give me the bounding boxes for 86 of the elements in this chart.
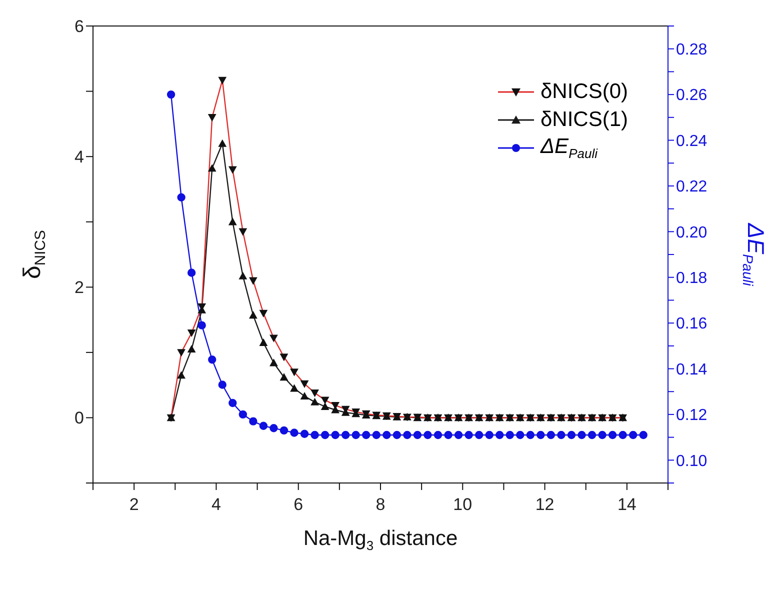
point bbox=[557, 430, 566, 440]
x-tick-label: 10 bbox=[453, 495, 472, 514]
point bbox=[474, 430, 484, 440]
point bbox=[598, 430, 606, 440]
point bbox=[310, 430, 319, 440]
point bbox=[280, 373, 288, 381]
x-tick-label: 12 bbox=[535, 495, 554, 514]
point bbox=[270, 424, 278, 432]
point bbox=[310, 398, 319, 406]
y2-tick-label: 0.10 bbox=[676, 452, 708, 470]
point bbox=[578, 430, 586, 440]
y-tick-label: 2 bbox=[74, 278, 84, 298]
y-tick-label: 4 bbox=[74, 148, 84, 167]
point bbox=[434, 430, 442, 440]
point bbox=[248, 311, 258, 319]
point bbox=[403, 430, 412, 440]
point bbox=[187, 344, 196, 353]
point bbox=[300, 392, 309, 400]
legend-label: ΔE$_{Pauli}$ bbox=[540, 134, 598, 162]
point bbox=[290, 384, 298, 392]
y2-tick-label: 0.26 bbox=[676, 87, 708, 104]
point bbox=[546, 430, 556, 440]
y-tick-label: 6 bbox=[74, 17, 84, 36]
point bbox=[506, 430, 514, 440]
point bbox=[454, 430, 463, 440]
y-tick-label: 0 bbox=[74, 408, 84, 428]
y2-tick-label: 0.20 bbox=[676, 224, 708, 242]
point bbox=[372, 430, 380, 440]
x-tick-label: 2 bbox=[129, 495, 139, 514]
point bbox=[218, 139, 227, 147]
point bbox=[208, 164, 216, 172]
point bbox=[639, 430, 648, 440]
x-tick-label: 14 bbox=[617, 495, 636, 514]
point bbox=[382, 430, 391, 440]
y2-tick-label: 0.22 bbox=[676, 178, 708, 196]
point bbox=[362, 430, 370, 440]
point bbox=[331, 430, 340, 440]
point bbox=[352, 430, 360, 440]
point bbox=[536, 430, 545, 440]
point bbox=[320, 430, 330, 440]
point bbox=[588, 430, 596, 440]
point bbox=[177, 193, 186, 202]
point bbox=[270, 358, 278, 366]
point bbox=[516, 430, 524, 440]
point bbox=[228, 218, 237, 226]
legend-label: δNICS(0) bbox=[540, 80, 628, 103]
point bbox=[166, 90, 176, 99]
point bbox=[300, 430, 309, 438]
point bbox=[187, 268, 196, 277]
point bbox=[341, 430, 350, 440]
x-tick-label: 6 bbox=[294, 495, 304, 514]
point bbox=[259, 338, 268, 346]
point bbox=[608, 430, 617, 440]
y2-tick-label: 0.12 bbox=[676, 407, 708, 424]
y2-tick-label: 0.28 bbox=[676, 42, 708, 59]
y2-tick-label: 0.18 bbox=[676, 270, 708, 288]
y2-tick-label: 0.14 bbox=[676, 361, 708, 378]
legend-label: δNICS(1) bbox=[540, 108, 628, 131]
point bbox=[259, 422, 268, 430]
point bbox=[424, 430, 432, 440]
point bbox=[444, 430, 452, 440]
point bbox=[249, 417, 258, 426]
point bbox=[238, 272, 248, 280]
x-tick-label: 4 bbox=[211, 495, 221, 514]
point bbox=[628, 430, 638, 440]
point bbox=[567, 430, 576, 440]
point bbox=[280, 426, 288, 435]
y2-tick-label: 0.24 bbox=[676, 132, 708, 150]
point bbox=[485, 430, 494, 440]
point bbox=[392, 430, 402, 440]
point bbox=[218, 380, 226, 389]
point bbox=[208, 356, 216, 364]
point bbox=[290, 428, 298, 437]
point bbox=[320, 402, 330, 410]
point bbox=[413, 430, 422, 440]
point bbox=[228, 398, 237, 408]
x-axis-title: Na-Mg$_{3}$ distance bbox=[303, 527, 458, 553]
point bbox=[618, 430, 627, 440]
point bbox=[177, 371, 186, 379]
point bbox=[496, 430, 504, 440]
point bbox=[238, 410, 248, 419]
point bbox=[526, 430, 535, 440]
point bbox=[198, 321, 206, 330]
x-tick-label: 8 bbox=[376, 495, 386, 514]
point bbox=[464, 430, 473, 440]
y2-tick-label: 0.16 bbox=[676, 316, 708, 333]
